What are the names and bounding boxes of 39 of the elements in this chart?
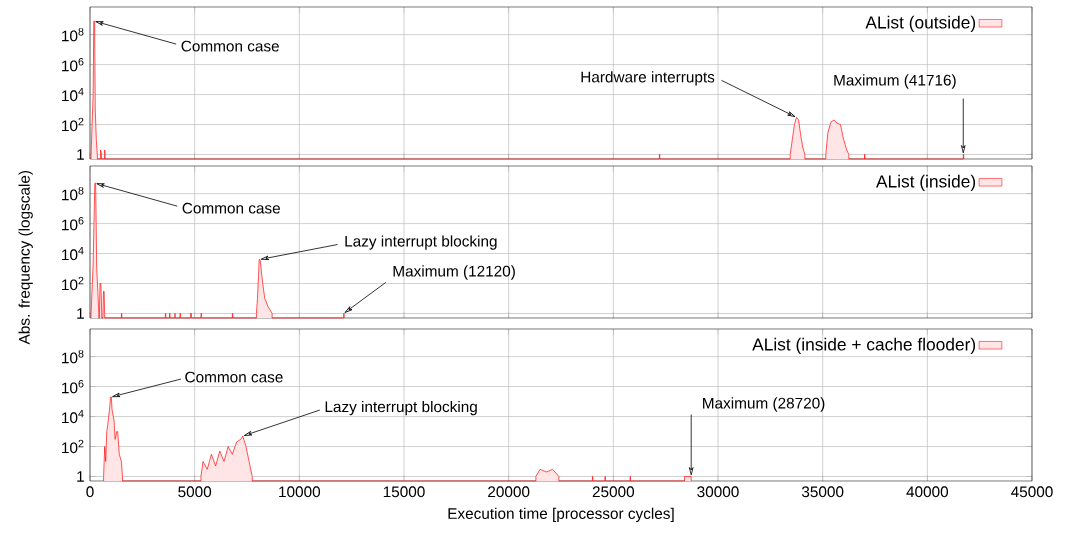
annotation: Lazy interrupt blocking [345, 235, 497, 250]
y-tick-label: 1 [77, 308, 84, 319]
y-axis-title: Abs. frequency (logscale) [18, 170, 33, 345]
x-tick-label: 10000 [279, 486, 321, 498]
annotation: Common case [185, 371, 283, 383]
y-tick-label: 10$^{2}$ [62, 117, 84, 132]
y-tick-label: 10$^{2}$ [62, 439, 84, 454]
legend-label: AList (outside) [865, 15, 976, 32]
x-tick-label: 35000 [801, 486, 844, 498]
legend-label: AList (inside) [876, 174, 976, 191]
x-tick-label: 40000 [906, 486, 949, 498]
annotation: Maximum (12120) [393, 265, 515, 280]
y-tick-label: 1 [77, 149, 84, 160]
y-tick-label: 10$^{2}$ [62, 276, 84, 291]
x-tick-label: 0 [86, 486, 94, 498]
annotation: Maximum (28720) [703, 397, 825, 412]
annotation: Common case [182, 202, 280, 214]
x-tick-label: 20000 [488, 486, 530, 498]
annotation: Lazy interrupt blocking [325, 400, 477, 416]
x-tick-label: 45000 [1011, 486, 1053, 498]
x-tick-label: 30000 [697, 486, 739, 498]
y-tick-label: 1 [77, 471, 84, 482]
y-tick-label: 10$^{8}$ [62, 349, 84, 364]
y-tick-label: 10$^{8}$ [62, 186, 84, 201]
x-tick-label: 25000 [592, 486, 635, 498]
y-tick-label: 10$^{6}$ [62, 216, 84, 231]
annotation: Common case [181, 40, 279, 52]
annotation: Maximum (41716) [834, 74, 956, 89]
x-axis-title: Execution time [processor cycles] [448, 507, 674, 522]
x-tick-label: 5000 [178, 486, 212, 498]
y-tick-label: 10$^{4}$ [62, 409, 84, 424]
y-tick-label: 10$^{4}$ [62, 246, 84, 261]
y-tick-label: 10$^{8}$ [62, 27, 84, 42]
annotation: Hardware interrupts [581, 71, 715, 86]
y-tick-label: 10$^{6}$ [62, 57, 84, 72]
y-tick-label: 10$^{4}$ [62, 87, 84, 102]
legend-label: AList (inside + cache flooder) [752, 337, 976, 354]
x-tick-label: 15000 [383, 486, 425, 498]
y-tick-label: 10$^{6}$ [62, 379, 84, 394]
